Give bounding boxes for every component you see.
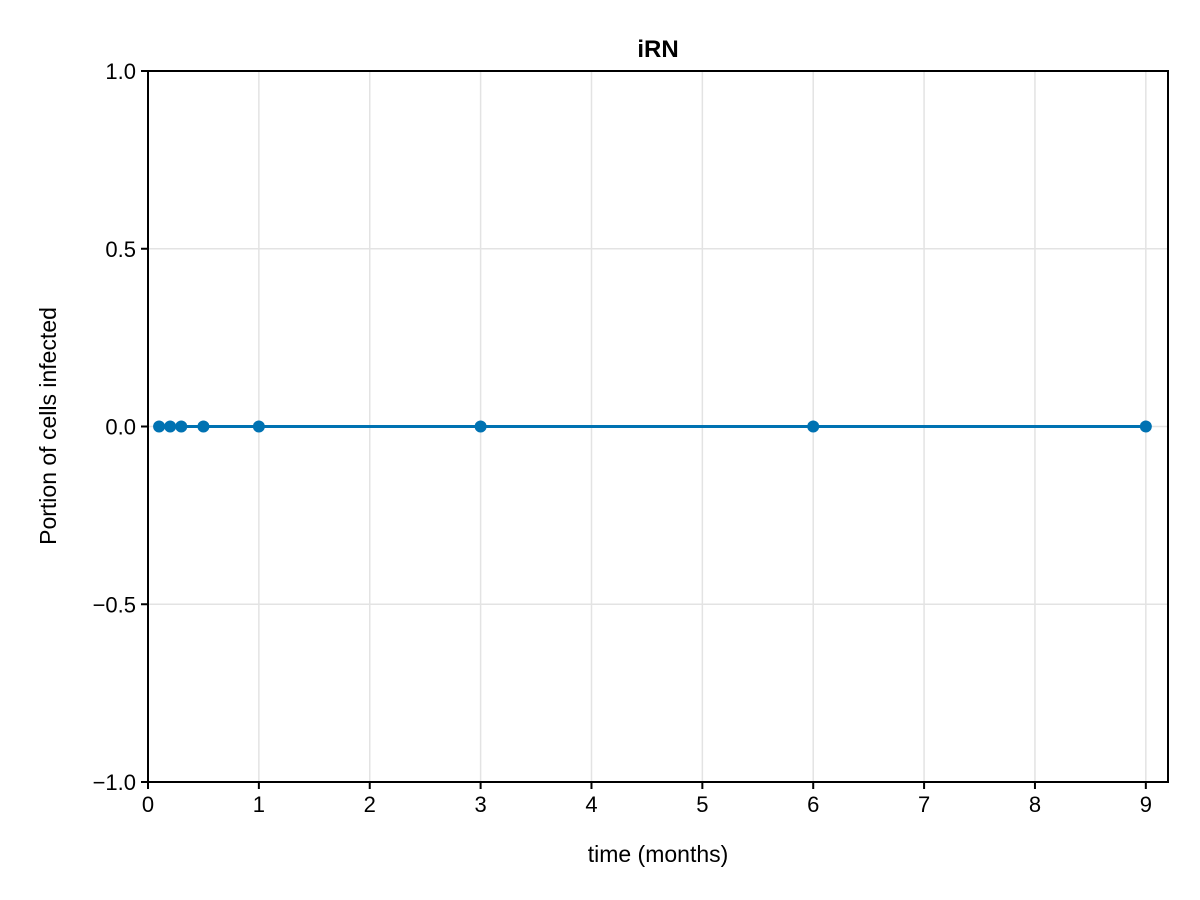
x-tick-label: 9 xyxy=(1140,792,1152,817)
y-axis-label: Portion of cells infected xyxy=(35,307,61,545)
y-tick-label: 0.5 xyxy=(105,237,136,262)
data-point xyxy=(1139,420,1152,433)
series-layer xyxy=(153,420,1152,433)
x-tick-label: 5 xyxy=(696,792,708,817)
tick-layer: 0 1 2 3 4 5 6 7 8 9 −1.0 −0.5 0.0 0.5 1.0 xyxy=(93,59,1152,817)
x-tick-label: 8 xyxy=(1029,792,1041,817)
data-point xyxy=(197,420,210,433)
data-point xyxy=(175,420,188,433)
x-tick-label: 3 xyxy=(474,792,486,817)
y-tick-label: −0.5 xyxy=(93,592,136,617)
x-tick-label: 0 xyxy=(142,792,154,817)
x-tick-label: 2 xyxy=(364,792,376,817)
data-point xyxy=(807,420,820,433)
y-tick-label: 0.0 xyxy=(105,415,136,440)
y-tick-label: 1.0 xyxy=(105,59,136,84)
x-tick-label: 4 xyxy=(585,792,597,817)
x-tick-label: 1 xyxy=(253,792,265,817)
chart-title: iRN xyxy=(637,36,678,63)
data-point xyxy=(153,420,166,433)
x-axis-label: time (months) xyxy=(588,841,729,867)
x-tick-label: 6 xyxy=(807,792,819,817)
y-tick-label: −1.0 xyxy=(93,770,136,795)
data-point xyxy=(252,420,265,433)
x-tick-label: 7 xyxy=(918,792,930,817)
data-point xyxy=(474,420,487,433)
data-point xyxy=(164,420,177,433)
